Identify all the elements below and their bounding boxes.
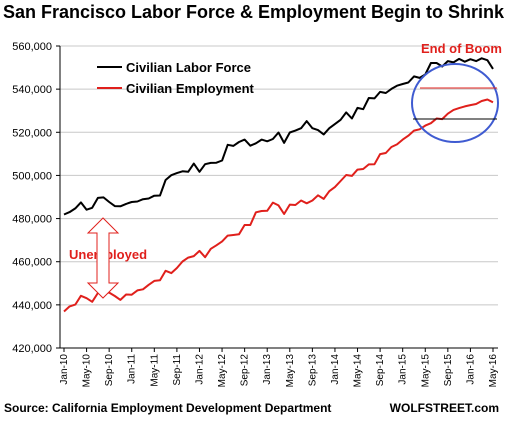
y-tick-label: 520,000 — [12, 127, 52, 139]
brand-label: WOLFSTREET.com — [389, 401, 499, 415]
x-tick-label: May-10 — [82, 354, 93, 388]
legend-label-employment: Civilian Employment — [126, 81, 255, 96]
y-tick-label: 500,000 — [12, 170, 52, 182]
x-tick-label: Sep-12 — [240, 354, 251, 387]
x-tick-label: May-15 — [420, 354, 431, 388]
x-tick-label: Jan-15 — [398, 354, 409, 385]
x-tick-label: Jan-10 — [59, 354, 70, 385]
y-tick-label: 440,000 — [12, 300, 52, 312]
x-tick-label: May-14 — [353, 354, 364, 388]
x-tick-label: Sep-15 — [443, 354, 454, 387]
x-tick-label: May-11 — [149, 354, 160, 387]
x-tick-label: Jan-16 — [465, 354, 476, 385]
legend-label-labor-force: Civilian Labor Force — [126, 60, 251, 75]
y-tick-label: 460,000 — [12, 257, 52, 269]
series-line-employment — [63, 98, 494, 313]
x-tick-label: Sep-14 — [375, 354, 386, 387]
x-tick-label: Sep-13 — [307, 354, 318, 387]
unemployed-double-arrow — [86, 217, 120, 299]
x-tick-label: Sep-10 — [104, 354, 115, 387]
x-tick-labels: Jan-10 May-10 Sep-10 Jan-11 May-11 Sep-11 Jan-… — [59, 348, 499, 387]
source-note: Source: California Employment Developmen… — [4, 401, 332, 415]
x-tick-label: Jan-13 — [262, 354, 273, 385]
x-tick-label: May-13 — [285, 354, 296, 388]
y-tick-labels: 420,000 440,000 460,000 480,000 500,000 520,0… — [12, 41, 60, 355]
end-of-boom-circle — [411, 63, 499, 143]
y-tick-label: 540,000 — [12, 84, 52, 96]
x-tick-label: Jan-11 — [127, 354, 138, 384]
y-tick-label: 420,000 — [12, 343, 52, 355]
x-tick-label: May-12 — [217, 354, 228, 388]
annotation-end-of-boom: End of Boom — [421, 41, 502, 56]
series — [63, 57, 494, 313]
x-tick-label: May-16 — [488, 354, 499, 388]
x-tick-label: Jan-12 — [194, 354, 205, 385]
y-tick-label: 480,000 — [12, 214, 52, 226]
legend: Civilian Labor Force Civilian Employment — [97, 60, 255, 96]
series-line-labor-force — [63, 57, 494, 216]
x-tick-label: Sep-11 — [172, 354, 183, 386]
y-tick-label: 560,000 — [12, 41, 52, 53]
chart-title: San Francisco Labor Force & Employment B… — [2, 2, 505, 22]
x-tick-label: Jan-14 — [330, 354, 341, 385]
